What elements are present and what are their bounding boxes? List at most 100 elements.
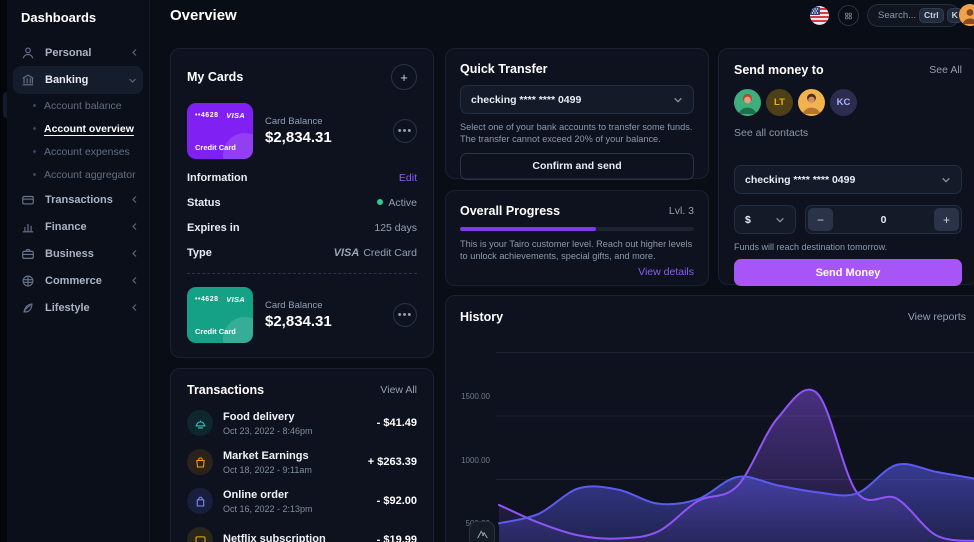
subitem-label: Account overview — [44, 122, 134, 135]
kbd-k: K — [946, 8, 963, 23]
quick-transfer-panel: Quick Transfer checking **** **** 0499 S… — [445, 48, 709, 180]
area-chart — [496, 352, 974, 542]
visa-logo: VISA — [333, 247, 360, 259]
contact-avatar-initials[interactable]: KC — [830, 89, 857, 116]
chevron-left-icon — [130, 249, 139, 258]
view-reports-link[interactable]: View reports — [907, 311, 966, 323]
contact-avatar[interactable] — [798, 89, 825, 116]
view-all-link[interactable]: View All — [380, 384, 417, 396]
destination-account-select[interactable]: checking **** **** 0499 — [734, 165, 962, 194]
increment-button[interactable]: + — [934, 208, 959, 231]
sidebar-item-label: Transactions — [45, 193, 113, 206]
sidebar-edge-strip — [0, 0, 7, 542]
sidebar-item-banking[interactable]: Banking — [13, 66, 143, 94]
transaction-amount: - $19.99 — [376, 534, 417, 542]
transaction-amount: + $263.39 — [367, 456, 417, 468]
transaction-row[interactable]: Food delivery Oct 23, 2022 - 8:46pm - $4… — [187, 410, 417, 436]
transaction-name: Market Earnings — [223, 449, 309, 462]
transaction-amount: - $92.00 — [376, 495, 417, 507]
search-placeholder: Search... — [878, 10, 917, 21]
my-cards-title: My Cards — [187, 70, 244, 84]
search-input[interactable]: Search... Ctrl K — [867, 4, 963, 27]
decrement-button[interactable]: − — [808, 208, 833, 231]
history-chart: 1500.00 1000.00 500.00 — [446, 338, 974, 542]
sidebar-item-transactions[interactable]: Transactions — [7, 186, 149, 213]
edit-link[interactable]: Edit — [398, 172, 417, 184]
progress-bar — [460, 227, 694, 231]
bullet-icon — [33, 150, 36, 153]
contact-initials: KC — [836, 97, 851, 108]
transaction-name: Food delivery — [223, 410, 295, 423]
transaction-date: Oct 18, 2022 - 9:11am — [223, 464, 312, 475]
quick-transfer-title: Quick Transfer — [460, 62, 548, 76]
expires-value: 125 days — [374, 222, 417, 234]
card-number: ••4628 — [195, 112, 219, 119]
transaction-name: Online order — [223, 488, 289, 501]
transaction-row[interactable]: Online order Oct 16, 2022 - 2:13pm - $92… — [187, 488, 417, 514]
card-balance-value: $2,834.31 — [265, 313, 332, 330]
credit-card-purple[interactable]: ••4628 VISA Credit Card — [187, 103, 253, 159]
card-menu-button[interactable]: ••• — [393, 119, 417, 143]
add-card-button[interactable]: + — [391, 64, 417, 90]
card-menu-button[interactable]: ••• — [393, 303, 417, 327]
sidebar-item-finance[interactable]: Finance — [7, 213, 149, 240]
shopping-bag-icon — [187, 488, 213, 514]
basket-icon — [21, 273, 36, 288]
my-cards-panel: My Cards + ••4628 VISA Credit Card Card … — [170, 48, 434, 358]
chevron-left-icon — [130, 195, 139, 204]
currency-select[interactable]: $ — [734, 205, 796, 234]
subitem-label: Account expenses — [44, 145, 130, 158]
card-icon — [21, 192, 36, 207]
send-money-panel: Send money to See All LT KC See all cont… — [718, 48, 974, 286]
card-balance-label: Card Balance — [265, 300, 323, 311]
transaction-name: Netflix subscription — [223, 532, 326, 542]
apps-grid-icon[interactable] — [838, 5, 859, 26]
send-money-button[interactable]: Send Money — [734, 259, 962, 286]
status-label: Status — [187, 197, 221, 209]
y-tick-1500: 1500.00 — [461, 392, 490, 401]
sidebar-item-lifestyle[interactable]: Lifestyle — [7, 294, 149, 321]
sidebar-item-label: Business — [45, 247, 94, 260]
language-flag-icon[interactable] — [810, 6, 829, 25]
sidebar-item-personal[interactable]: Personal — [7, 39, 149, 66]
type-value: VISA Credit Card — [333, 247, 417, 259]
chevron-down-icon — [128, 76, 137, 85]
see-all-link[interactable]: See All — [929, 64, 962, 76]
sidebar-item-label: Banking — [45, 74, 89, 86]
amount-value[interactable]: 0 — [880, 213, 887, 226]
sidebar-item-business[interactable]: Business — [7, 240, 149, 267]
account-select[interactable]: checking **** **** 0499 — [460, 85, 694, 114]
sidebar-subitem-account-expenses[interactable]: Account expenses — [7, 140, 149, 163]
history-title: History — [460, 310, 504, 324]
transaction-row[interactable]: Market Earnings Oct 18, 2022 - 9:11am + … — [187, 449, 417, 475]
y-tick-1000: 1000.00 — [461, 456, 490, 465]
contact-avatar[interactable] — [734, 89, 761, 116]
sidebar-subitem-account-overview[interactable]: Account overview — [7, 117, 149, 140]
sidebar-item-label: Finance — [45, 220, 87, 233]
sidebar-item-commerce[interactable]: Commerce — [7, 267, 149, 294]
transaction-date: Oct 23, 2022 - 8:46pm — [223, 425, 313, 436]
visa-logo: VISA — [226, 111, 245, 120]
user-avatar[interactable] — [959, 4, 974, 26]
briefcase-icon — [21, 246, 36, 261]
send-money-title: Send money to — [734, 63, 824, 77]
sidebar-collapse-handle[interactable] — [3, 92, 10, 118]
view-details-link[interactable]: View details — [638, 265, 694, 278]
card-number: ••4628 — [195, 296, 219, 303]
sidebar-subitem-account-aggregator[interactable]: Account aggregator — [7, 163, 149, 186]
sidebar-subitem-account-balance[interactable]: Account balance — [7, 94, 149, 117]
overall-progress-text: This is your Tairo customer level. Reach… — [460, 239, 693, 262]
confirm-send-button[interactable]: Confirm and send — [460, 152, 694, 180]
credit-card-teal[interactable]: ••4628 VISA Credit Card — [187, 287, 253, 343]
contact-avatar-initials[interactable]: LT — [766, 89, 793, 116]
card-type-label: Credit Card — [195, 143, 236, 152]
account-select-value: checking **** **** 0499 — [471, 93, 582, 106]
divider — [187, 273, 417, 274]
contacts-row: LT KC — [734, 89, 962, 116]
see-all-contacts-link[interactable]: See all contacts — [734, 127, 809, 139]
amount-stepper: − 0 + — [805, 205, 962, 234]
transaction-row[interactable]: Netflix subscription - $19.99 — [187, 527, 417, 542]
card-balance-label: Card Balance — [265, 116, 323, 127]
card-row: ••4628 VISA Credit Card Card Balance $2,… — [187, 103, 417, 159]
subitem-label: Account balance — [44, 99, 122, 112]
